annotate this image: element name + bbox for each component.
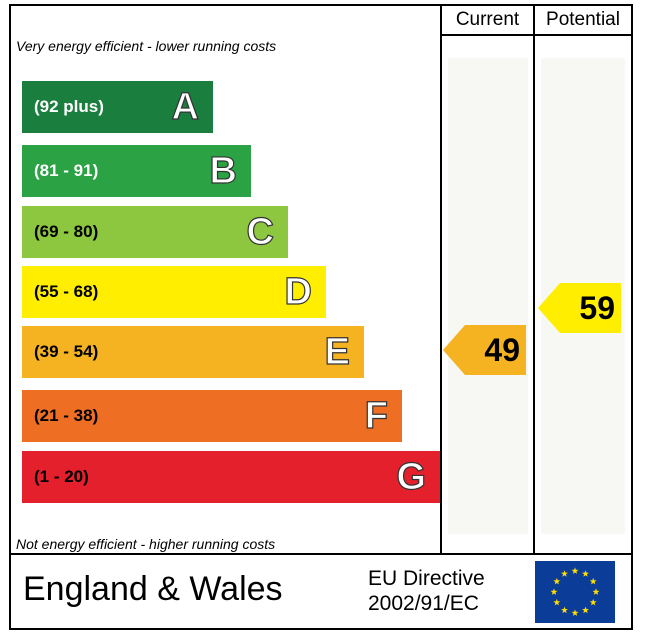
header-rule	[440, 34, 633, 36]
eu-star-icon	[582, 606, 589, 614]
band-d: (55 - 68) D	[22, 266, 326, 318]
band-b: (81 - 91) B	[22, 145, 251, 197]
band-f-letter: F	[364, 394, 388, 437]
eu-star-icon	[550, 588, 558, 595]
current-header: Current	[455, 9, 520, 30]
eu-star-icon	[571, 567, 579, 574]
eu-star-icon	[571, 609, 579, 616]
band-b-range: (81 - 91)	[34, 161, 99, 180]
eu-star-icon	[589, 598, 597, 606]
band-d-range: (55 - 68)	[34, 282, 99, 301]
top-caption: Very energy efficient - lower running co…	[16, 38, 277, 54]
band-a-range: (92 plus)	[34, 97, 104, 116]
directive-line-1: EU Directive	[368, 567, 485, 590]
footer-directive: EU Directive 2002/91/EC	[368, 566, 485, 616]
eu-star-icon	[561, 570, 568, 577]
current-rating-arrow: 49	[443, 325, 526, 375]
current-arrow-shape	[443, 325, 526, 375]
band-c-letter: C	[246, 210, 275, 253]
eu-star-icon	[553, 577, 561, 585]
potential-rating-arrow: 59	[538, 283, 621, 333]
current-column-shade	[448, 58, 528, 534]
band-f: (21 - 38) F	[22, 390, 402, 442]
directive-line-2: 2002/91/EC	[368, 592, 479, 615]
band-e: (39 - 54) E	[22, 326, 364, 378]
band-e-letter: E	[324, 330, 351, 373]
band-b-letter: B	[209, 149, 238, 192]
band-a: (92 plus) A	[22, 81, 213, 133]
band-g-range: (1 - 20)	[34, 467, 89, 486]
band-g: (1 - 20) G	[22, 451, 440, 503]
footer-rule	[9, 553, 633, 555]
eu-star-icon	[582, 570, 589, 577]
bottom-caption: Not energy efficient - higher running co…	[16, 536, 276, 552]
current-rating-value: 49	[484, 332, 520, 368]
potential-header: Potential	[546, 9, 620, 30]
band-c: (69 - 80) C	[22, 206, 288, 258]
eu-flag	[535, 561, 615, 623]
band-e-range: (39 - 54)	[34, 342, 99, 361]
eu-star-icon	[589, 577, 597, 585]
band-f-range: (21 - 38)	[34, 406, 99, 425]
eu-star-icon	[561, 606, 568, 614]
band-a-letter: A	[171, 85, 200, 128]
band-g-letter: G	[396, 455, 427, 498]
potential-arrow-shape	[538, 283, 621, 333]
potential-column-divider	[533, 4, 535, 555]
footer-region-label: England & Wales	[23, 570, 283, 608]
eu-stars-icon	[550, 567, 600, 616]
band-c-range: (69 - 80)	[34, 222, 99, 241]
eu-star-icon	[553, 598, 561, 606]
current-column-divider	[440, 4, 442, 555]
potential-rating-value: 59	[579, 290, 615, 326]
eu-star-icon	[592, 588, 600, 595]
band-d-letter: D	[284, 270, 313, 313]
chart-frame	[9, 4, 633, 630]
